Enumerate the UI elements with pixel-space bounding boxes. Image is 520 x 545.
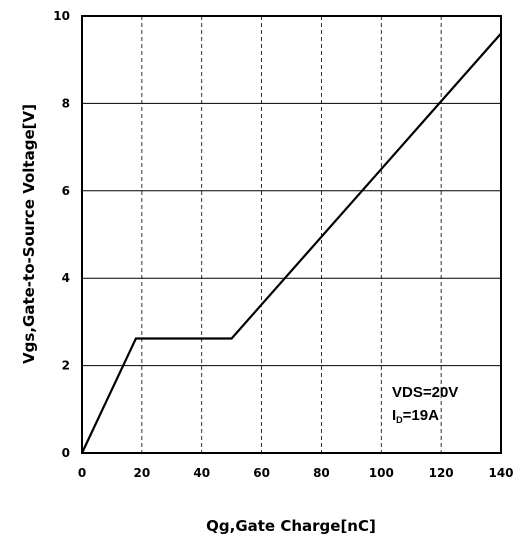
annotation-vds: VDS=20V xyxy=(392,384,458,401)
x-tick-label: 0 xyxy=(78,466,86,480)
x-tick-label: 20 xyxy=(134,466,151,480)
x-tick-label: 60 xyxy=(253,466,270,480)
y-tick-label: 10 xyxy=(53,9,70,23)
y-tick-label: 8 xyxy=(62,96,70,110)
x-tick-label: 140 xyxy=(488,466,513,480)
plot-frame xyxy=(81,15,502,454)
x-tick-label: 120 xyxy=(429,466,454,480)
grid-lines xyxy=(82,16,501,453)
series-line-vgs xyxy=(81,32,502,454)
annotation-id: ID=19A xyxy=(392,407,439,425)
x-tick-label: 100 xyxy=(369,466,394,480)
y-tick-label: 0 xyxy=(62,446,70,460)
y-tick-label: 4 xyxy=(62,271,70,285)
x-tick-labels: 0 20 40 60 80 100 120 140 xyxy=(78,466,514,480)
y-tick-label: 6 xyxy=(62,184,70,198)
y-axis-title: Vgs,Gate-to-Source Voltage[V] xyxy=(20,104,38,364)
x-tick-label: 80 xyxy=(313,466,330,480)
y-tick-labels: 0 2 4 6 8 10 xyxy=(53,9,70,460)
x-tick-label: 40 xyxy=(193,466,210,480)
x-axis-title: Qg,Gate Charge[nC] xyxy=(206,517,376,535)
y-tick-label: 2 xyxy=(62,359,70,373)
